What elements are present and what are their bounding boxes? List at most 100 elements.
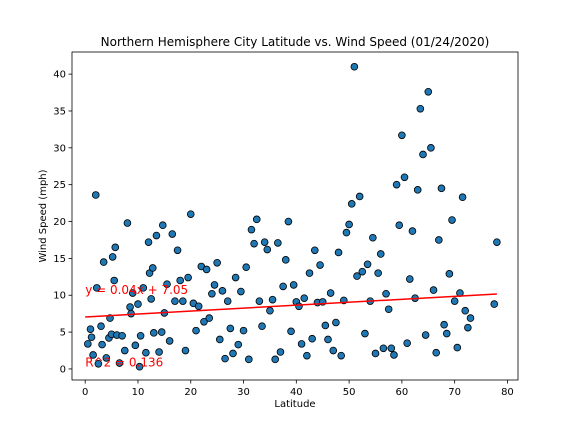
y-tick-label: 25 — [53, 180, 66, 191]
data-point — [369, 233, 377, 242]
data-point — [271, 355, 280, 364]
x-tick-label: 60 — [396, 387, 409, 398]
data-point — [466, 314, 475, 322]
data-point — [110, 276, 119, 285]
data-point — [148, 264, 157, 272]
data-point — [245, 355, 253, 364]
data-point — [276, 348, 285, 356]
data-point — [390, 351, 398, 359]
data-point — [413, 186, 422, 194]
data-point — [427, 144, 435, 152]
data-point — [86, 325, 95, 333]
data-point — [358, 267, 367, 276]
data-point — [424, 88, 433, 96]
data-point — [450, 297, 459, 305]
data-point — [221, 354, 229, 363]
data-point — [126, 303, 134, 311]
data-point — [308, 334, 316, 343]
data-point — [379, 344, 388, 353]
data-point — [284, 217, 293, 226]
data-point — [158, 221, 167, 230]
data-point — [205, 314, 214, 322]
regression-line — [85, 293, 497, 318]
x-tick-label: 70 — [448, 387, 461, 398]
data-point — [442, 329, 451, 338]
data-point — [440, 320, 448, 329]
data-point — [118, 331, 126, 340]
data-point — [392, 180, 401, 189]
data-point — [429, 286, 438, 294]
data-point — [324, 335, 332, 344]
x-tick-label: 50 — [343, 387, 356, 398]
data-point — [382, 289, 390, 298]
data-point — [147, 295, 155, 303]
y-axis: 0 5 10 15 20 25 30 35 40 — [53, 70, 72, 375]
data-point — [342, 228, 351, 237]
data-point — [89, 351, 97, 359]
data-point — [363, 260, 372, 269]
data-point — [453, 343, 462, 352]
data-point — [102, 354, 111, 362]
y-tick-label: 5 — [60, 328, 66, 339]
data-point — [395, 221, 404, 230]
y-tick-label: 0 — [60, 364, 66, 375]
plot-area-frame — [71, 51, 519, 381]
data-point — [218, 287, 227, 295]
data-point — [266, 306, 274, 315]
data-point — [184, 273, 192, 282]
data-point — [111, 243, 120, 252]
data-point — [490, 300, 499, 308]
y-tick-label: 10 — [53, 291, 66, 302]
data-point — [97, 322, 105, 330]
data-point — [163, 280, 171, 288]
data-point — [250, 239, 258, 248]
x-axis-label: Latitude — [274, 399, 315, 410]
data-point — [152, 231, 161, 240]
data-point — [300, 294, 309, 302]
data-point — [226, 324, 235, 333]
data-point — [131, 341, 140, 350]
data-point — [458, 193, 467, 202]
data-point — [398, 131, 406, 140]
data-point — [134, 300, 142, 308]
data-point — [279, 282, 287, 291]
data-point — [157, 328, 166, 336]
data-point — [128, 289, 137, 297]
data-point — [303, 351, 311, 360]
y-tick-label: 35 — [53, 106, 66, 117]
data-point — [223, 297, 232, 305]
data-point — [289, 281, 298, 289]
data-point — [94, 359, 103, 368]
data-point — [84, 340, 92, 348]
data-point — [173, 246, 182, 255]
data-point — [419, 150, 427, 159]
data-point — [263, 245, 272, 254]
data-point — [445, 270, 454, 278]
data-point — [87, 333, 96, 342]
data-point — [387, 344, 396, 353]
data-point — [371, 349, 380, 358]
data-point — [334, 248, 343, 257]
scatter-points — [84, 62, 501, 371]
r-squared-annotation: R^2 = 0.136 — [85, 356, 163, 370]
data-point — [144, 238, 153, 246]
data-point — [448, 216, 456, 224]
data-point — [287, 327, 295, 336]
data-point — [208, 289, 216, 298]
data-point — [108, 253, 117, 261]
data-point — [361, 329, 369, 338]
data-point — [464, 323, 472, 332]
data-point — [181, 346, 190, 355]
x-tick-label: 10 — [132, 387, 145, 398]
data-point — [435, 236, 443, 244]
data-point — [408, 227, 417, 235]
data-point — [210, 281, 219, 289]
data-point — [237, 287, 245, 296]
y-tick-label: 30 — [53, 143, 66, 154]
regression-equation: y = 0.04x + 7.05 — [85, 283, 188, 297]
data-point — [437, 184, 446, 193]
data-point — [321, 321, 330, 330]
data-point — [168, 230, 177, 238]
data-point — [171, 297, 179, 305]
data-point — [384, 305, 393, 314]
